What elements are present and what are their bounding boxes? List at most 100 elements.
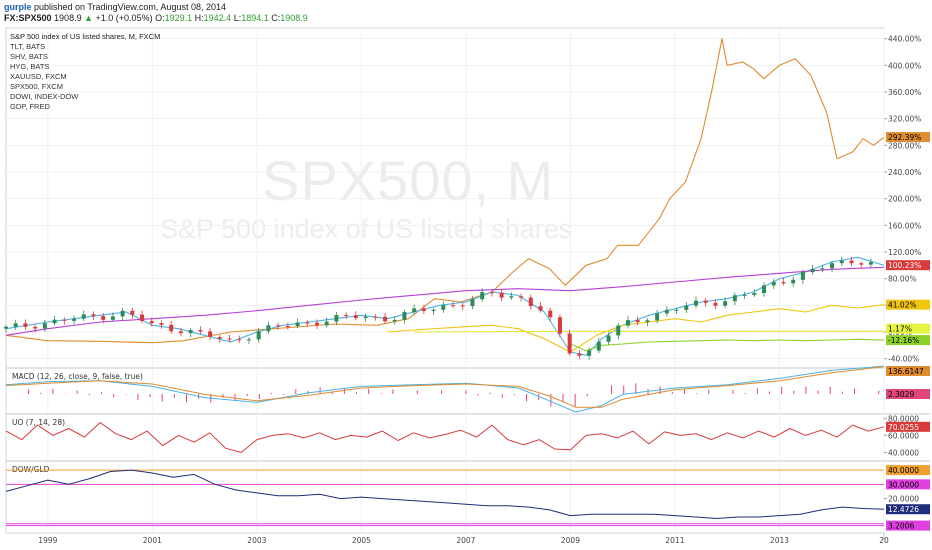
candle-body-2 <box>23 323 28 327</box>
candle-body-28 <box>276 325 281 327</box>
legend-item-shv[interactable]: SHV, BATS <box>10 52 48 61</box>
candle-body-73 <box>713 302 718 306</box>
x-tick-label-6: 2011 <box>665 536 684 545</box>
candle-body-81 <box>791 279 796 284</box>
label-dowgld-last-bg <box>886 504 930 515</box>
published-text: published on TradingView.com, August 08,… <box>31 2 226 12</box>
label-hyg: 41.02% <box>888 301 917 310</box>
candle-body-12 <box>120 310 125 317</box>
up-arrow-icon: ▲ <box>84 13 94 23</box>
candle-body-58 <box>567 333 572 354</box>
candle-body-69 <box>674 309 679 311</box>
high-value: 1942.4 <box>203 13 232 23</box>
legend-title: S&P 500 index of US listed shares, M, FX… <box>10 32 161 41</box>
uo-tick-label-0: 40.0000 <box>888 448 919 457</box>
candle-body-17 <box>169 324 174 332</box>
candle-body-43 <box>421 308 426 311</box>
legend-item-dowi[interactable]: DOWI, INDEX-DOW <box>10 92 79 101</box>
series-line-hyg <box>387 304 885 353</box>
candle-body-23 <box>227 338 232 340</box>
label-macd-bg <box>886 366 930 376</box>
candle-body-27 <box>266 325 271 332</box>
label-macd-hist-bg <box>886 389 930 399</box>
publish-line: gurple published on TradingView.com, Aug… <box>4 2 226 12</box>
candle-body-83 <box>810 268 815 273</box>
dowgld-line <box>5 469 885 519</box>
candle-body-5 <box>52 319 57 324</box>
candle-body-84 <box>820 268 825 270</box>
candle-body-1 <box>13 323 18 327</box>
label-dowgld-40: 40.0000 <box>888 466 919 475</box>
x-tick-label-3: 2005 <box>352 536 371 545</box>
candle-body-60 <box>587 350 592 356</box>
series-line-shv <box>413 330 885 333</box>
candle-body-29 <box>285 325 290 327</box>
label-macd-hist: 2.3029 <box>888 390 914 399</box>
candle-body-25 <box>246 339 251 341</box>
watermark-symbol: SPX500, M <box>262 149 555 212</box>
label-uo: 70.0255 <box>888 423 919 432</box>
candle-body-37 <box>363 316 368 319</box>
y-tick-label-6: 200.00% <box>888 195 921 204</box>
legend-item-xauusd[interactable]: XAUUSD, FXCM <box>10 72 67 81</box>
candle-body-8 <box>81 314 86 319</box>
symbol-name[interactable]: FX:SPX500 <box>4 13 52 23</box>
candle-body-54 <box>528 297 533 307</box>
candle-body-75 <box>732 295 737 302</box>
label-dowgld-40-bg <box>886 465 930 476</box>
candle-body-72 <box>703 300 708 303</box>
candle-body-55 <box>538 306 543 311</box>
candle-body-50 <box>489 292 494 294</box>
candle-body-78 <box>762 285 767 294</box>
label-dowgld-low: 3.2006 <box>888 522 914 531</box>
x-tick-label-5: 2009 <box>561 536 580 545</box>
candle-body-61 <box>596 341 601 351</box>
candle-body-40 <box>392 319 397 322</box>
dowgld-title: DOW/GLD <box>12 465 50 474</box>
y-tick-label-9: 320.00% <box>888 115 921 124</box>
author-link[interactable]: gurple <box>4 2 32 12</box>
candle-body-3 <box>33 326 38 329</box>
uo-tick-label-2: 80.0000 <box>888 414 919 423</box>
legend-item-spx500[interactable]: SPX500, FXCM <box>10 82 63 91</box>
candle-body-22 <box>217 337 222 339</box>
macd-title: MACD (12, 26, close, 9, false, true) <box>12 372 143 381</box>
label-shv-bg <box>886 323 930 334</box>
candle-body-52 <box>509 296 514 298</box>
candle-body-85 <box>830 263 835 269</box>
close-label: C: <box>271 13 281 23</box>
candle-body-74 <box>723 301 728 306</box>
candle-body-70 <box>684 305 689 310</box>
label-hyg-bg <box>886 299 930 310</box>
legend-item-hyg[interactable]: HYG, BATS <box>10 62 50 71</box>
candle-body-0 <box>4 326 8 329</box>
candle-body-62 <box>606 335 611 342</box>
candle-body-77 <box>752 293 757 295</box>
label-spx: 100.23% <box>888 261 921 270</box>
y-tick-label-0: -40.00% <box>888 355 919 364</box>
candle-body-14 <box>140 314 145 322</box>
candle-body-65 <box>635 320 640 323</box>
candle-body-42 <box>412 308 417 313</box>
candle-body-89 <box>868 262 873 265</box>
legend-item-tlt[interactable]: TLT, BATS <box>10 42 46 51</box>
high-label: H: <box>194 13 204 23</box>
label-shv: 1.17% <box>888 325 912 334</box>
y-tick-label-7: 240.00% <box>888 168 921 177</box>
series-line-gold <box>5 38 885 344</box>
uo-title: UO (7, 14, 28) <box>12 418 65 427</box>
y-tick-label-11: 400.00% <box>888 61 921 70</box>
x-tick-label-7: 2013 <box>770 536 789 545</box>
candle-body-80 <box>781 282 786 284</box>
legend-item-gdp[interactable]: GDP, FRED <box>10 102 50 111</box>
y-tick-label-12: 440.00% <box>888 35 921 44</box>
label-tlt: -12.16% <box>888 336 919 345</box>
last-price: 1908.9 <box>54 13 82 23</box>
candle-body-68 <box>664 309 669 314</box>
low-value: 1894.1 <box>241 13 269 23</box>
candle-body-82 <box>800 272 805 280</box>
candle-body-30 <box>295 322 300 326</box>
candle-body-6 <box>62 319 67 321</box>
x-tick-label-0: 1999 <box>38 536 57 545</box>
